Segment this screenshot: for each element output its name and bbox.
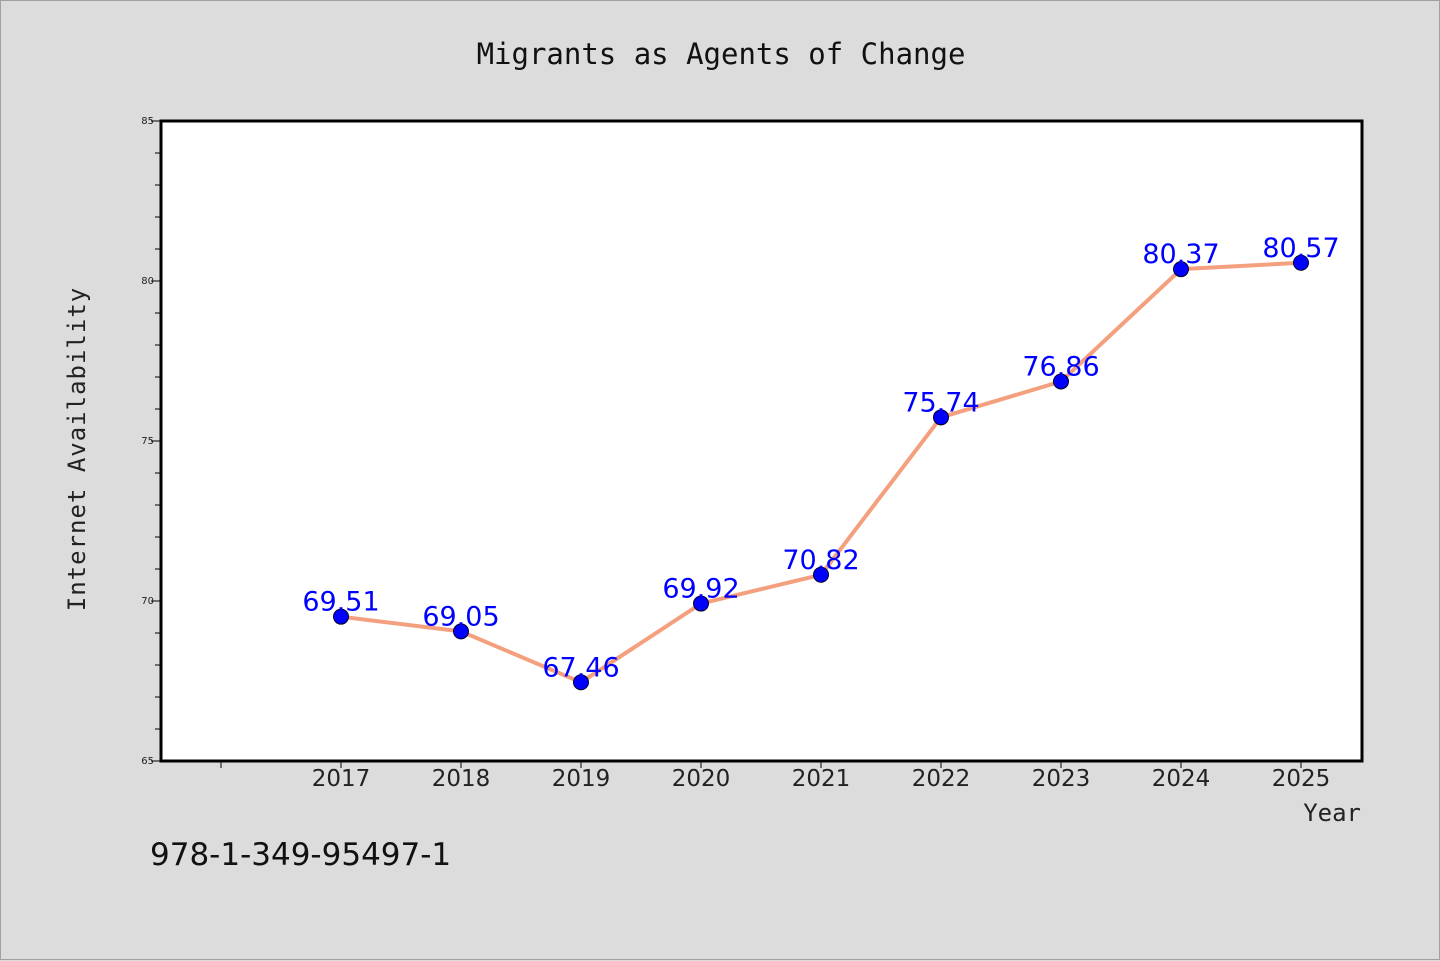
y-tick-label: 85	[141, 116, 154, 127]
data-point-2021	[813, 566, 829, 583]
y-axis-ticks: 65 70 75 80 85	[141, 116, 161, 767]
data-label-2021: 70.82	[782, 545, 859, 576]
data-labels: 69.51 69.05 67.46 69.92 70.82 75.74 76.86 80.37…	[302, 233, 1339, 684]
data-label-2017: 69.51	[302, 587, 379, 618]
data-label-2019: 67.46	[542, 652, 619, 683]
x-tick-label: 2019	[552, 766, 611, 792]
isbn-text: 978-1-349-95497-1	[150, 837, 451, 873]
data-point-2023	[1053, 373, 1069, 390]
data-point-2020	[693, 595, 709, 612]
data-point-2025	[1293, 254, 1309, 271]
y-tick-label: 65	[141, 756, 154, 767]
x-axis-ticks: 2017 2018 2019 2020 2021 2022 2023 2024 2025	[220, 761, 1331, 792]
data-label-2022: 75.74	[902, 387, 979, 418]
y-tick-label: 70	[141, 596, 154, 607]
x-tick-label: 2018	[432, 766, 491, 792]
data-point-2019	[573, 674, 589, 691]
data-label-2023: 76.86	[1022, 351, 1099, 382]
y-tick-label: 75	[141, 436, 154, 447]
data-point-2022	[933, 409, 949, 426]
x-tick-label: 2023	[1032, 766, 1091, 792]
y-tick-label: 80	[141, 276, 154, 287]
y-axis-label: Internet Availability	[63, 287, 91, 611]
data-label-2020: 69.92	[662, 574, 739, 605]
x-axis-label: Year	[1303, 799, 1361, 827]
data-point-2024	[1173, 261, 1189, 278]
x-tick-label: 2017	[312, 766, 371, 792]
y-minor-ticks	[155, 152, 161, 730]
plot-area	[159, 119, 1364, 763]
data-label-2024: 80.37	[1142, 239, 1219, 270]
data-point-2018	[453, 623, 469, 640]
x-tick-label: 2024	[1152, 766, 1211, 792]
data-label-2018: 69.05	[422, 601, 499, 632]
data-markers	[333, 254, 1309, 691]
data-point-2017	[333, 608, 349, 625]
data-label-2025: 80.57	[1262, 233, 1339, 264]
x-tick-label: 2022	[912, 766, 971, 792]
chart-title: Migrants as Agents of Change	[477, 37, 966, 71]
x-tick-label: 2021	[792, 766, 851, 792]
x-tick-label: 2020	[672, 766, 731, 792]
x-tick-label: 2025	[1272, 766, 1331, 792]
